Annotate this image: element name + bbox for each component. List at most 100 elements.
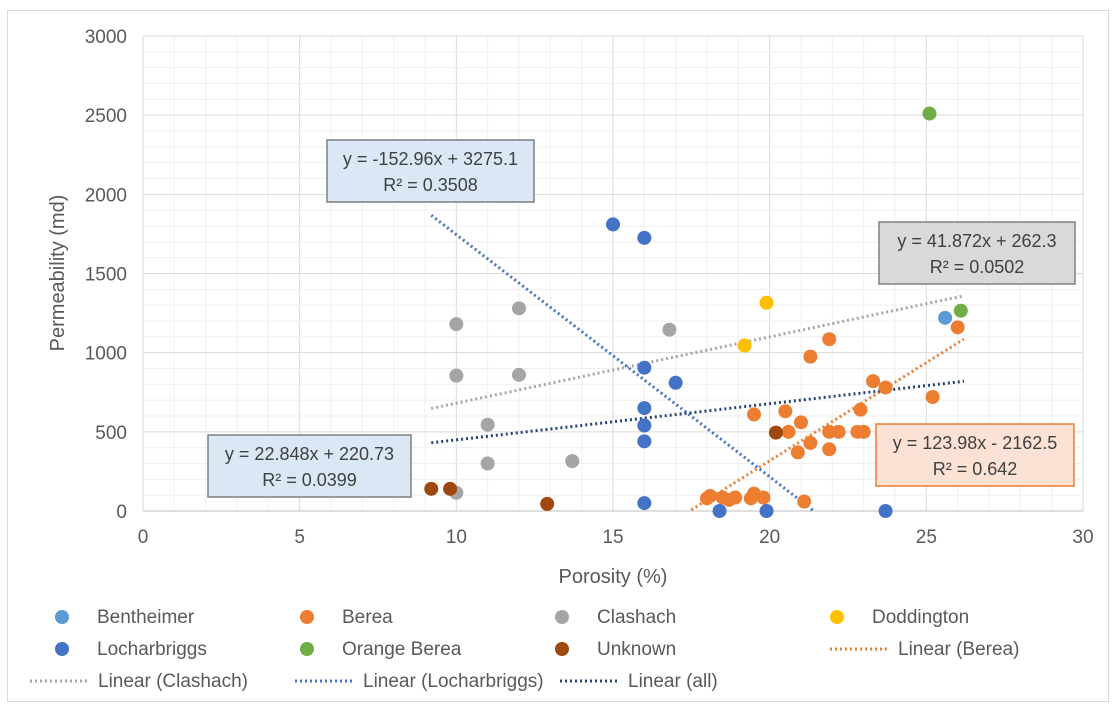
- trendline-equation: y = 123.98x - 2162.5: [893, 433, 1058, 453]
- legend-marker: [555, 610, 569, 624]
- data-point: [803, 435, 818, 450]
- x-tick-label: 15: [602, 527, 623, 548]
- y-tick-label: 500: [95, 423, 127, 444]
- trendline-label: y = 22.848x + 220.73 R² = 0.0399: [207, 434, 412, 498]
- data-point: [853, 402, 868, 417]
- legend-item: Linear (Locharbriggs): [295, 671, 544, 692]
- data-point: [953, 303, 968, 318]
- trendline-label: y = 41.872x + 262.3 R² = 0.0502: [878, 221, 1076, 285]
- trendline: [430, 294, 965, 410]
- data-point: [878, 504, 893, 518]
- legend-item: Unknown: [555, 639, 676, 660]
- data-point: [637, 418, 652, 433]
- data-point: [950, 320, 965, 335]
- data-point: [512, 367, 526, 382]
- trendline: [690, 337, 965, 512]
- legend-item: Orange Berea: [300, 639, 462, 660]
- y-tick-label: 3000: [85, 27, 127, 48]
- data-point: [424, 481, 439, 496]
- data-point: [668, 375, 683, 390]
- legend-marker: [300, 610, 314, 624]
- legend-item: Bentheimer: [55, 607, 195, 628]
- data-point: [540, 496, 555, 511]
- data-point: [856, 424, 871, 439]
- data-point: [938, 310, 953, 325]
- data-point: [822, 442, 837, 457]
- axis-ticks: 0 5 10 15 20 25 30 0 500 1000 1500 2000 2500 3000: [85, 27, 1094, 548]
- y-tick-label: 1000: [85, 344, 127, 365]
- data-point: [922, 106, 937, 121]
- x-axis-title: Porosity (%): [559, 566, 668, 588]
- legend-label: Clashach: [597, 607, 676, 628]
- legend-item: Locharbriggs: [55, 639, 207, 660]
- y-axis-title: Permeability (md): [47, 195, 69, 352]
- data-point: [737, 338, 752, 353]
- legend-item: Linear (Clashach): [30, 671, 248, 692]
- legend-label: Linear (Locharbriggs): [363, 671, 544, 692]
- trendline-r2: R² = 0.0399: [262, 470, 357, 490]
- x-tick-label: 25: [916, 527, 937, 548]
- trendline-label: y = -152.96x + 3275.1 R² = 0.3508: [326, 139, 535, 203]
- x-tick-label: 5: [294, 527, 305, 548]
- trendline-equation: y = 22.848x + 220.73: [225, 444, 394, 464]
- trendline-r2: R² = 0.642: [933, 459, 1018, 479]
- legend-marker: [555, 642, 569, 656]
- data-point: [443, 481, 458, 496]
- x-tick-label: 10: [446, 527, 467, 548]
- data-point: [768, 425, 783, 440]
- data-point: [637, 360, 652, 375]
- data-point: [866, 374, 881, 389]
- data-point: [637, 230, 652, 245]
- legend-label: Unknown: [597, 639, 676, 660]
- data-point: [512, 301, 526, 316]
- data-point: [565, 454, 580, 469]
- data-point: [759, 295, 774, 310]
- data-point: [449, 317, 464, 332]
- data-point: [878, 380, 893, 395]
- trendlines: [430, 214, 965, 513]
- legend-label: Bentheimer: [97, 607, 195, 628]
- legend-item: Linear (Berea): [830, 639, 1019, 660]
- trendline-r2: R² = 0.0502: [930, 257, 1025, 277]
- data-point: [637, 496, 652, 511]
- trendline-r2: R² = 0.3508: [383, 175, 478, 195]
- trendline-label: y = 123.98x - 2162.5 R² = 0.642: [875, 423, 1075, 487]
- data-point: [797, 494, 812, 509]
- data-point: [822, 332, 837, 347]
- legend-marker: [300, 642, 314, 656]
- data-point: [790, 445, 805, 460]
- trendline-equation: y = -152.96x + 3275.1: [343, 149, 518, 169]
- data-point: [637, 401, 652, 416]
- y-tick-label: 0: [116, 502, 127, 523]
- data-point: [747, 407, 761, 422]
- data-point: [803, 349, 818, 364]
- chart-frame: [7, 10, 1109, 702]
- trendline-label-box: [326, 139, 535, 203]
- data-points: [424, 106, 968, 518]
- data-point: [703, 488, 718, 503]
- data-point: [480, 456, 495, 471]
- legend: Bentheimer Berea Clashach Doddington Locharb…: [30, 607, 1019, 692]
- legend-marker: [830, 610, 844, 624]
- data-point: [712, 504, 727, 518]
- data-point: [637, 434, 652, 449]
- data-point: [778, 404, 793, 419]
- x-tick-label: 30: [1072, 527, 1093, 548]
- legend-item: Doddington: [830, 607, 969, 628]
- legend-label: Locharbriggs: [97, 639, 207, 660]
- gridlines: [142, 35, 1084, 512]
- y-tick-label: 1500: [85, 265, 127, 286]
- trendline-label-box: [878, 221, 1076, 285]
- data-point: [831, 424, 846, 439]
- legend-label: Linear (Clashach): [98, 671, 248, 692]
- legend-marker: [55, 610, 69, 624]
- data-point: [449, 368, 464, 383]
- trendline-label-box: [207, 434, 412, 498]
- y-tick-label: 2000: [85, 185, 127, 206]
- legend-item: Linear (all): [560, 671, 718, 692]
- data-point: [662, 322, 677, 337]
- y-tick-label: 2500: [85, 106, 127, 127]
- x-tick-label: 0: [138, 527, 149, 548]
- legend-item: Clashach: [555, 607, 676, 628]
